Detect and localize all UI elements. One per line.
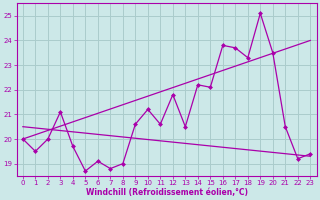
X-axis label: Windchill (Refroidissement éolien,°C): Windchill (Refroidissement éolien,°C) xyxy=(85,188,248,197)
